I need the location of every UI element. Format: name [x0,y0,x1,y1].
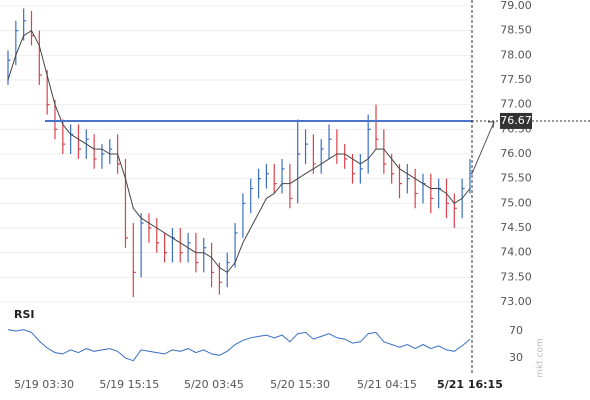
level-label-box [500,112,532,129]
watermark: mkt.com [536,338,546,378]
level-label: 76.67 [500,114,532,127]
y-tick-label: 76.00 [500,147,532,160]
rsi-label: RSI [14,308,35,321]
y-tick-label: 77.00 [500,98,532,111]
y-tick-label: 79.00 [500,0,532,12]
y-tick-label: 78.00 [500,48,532,61]
y-tick-label: 74.50 [500,221,532,234]
rsi-line [7,329,471,362]
y-tick-label: 73.50 [500,270,532,283]
x-tick-label: 5/20 03:45 [184,378,244,391]
rsi-tick-label: 70 [509,324,523,337]
y-tick-label: 75.00 [500,196,532,209]
y-tick-label: 78.50 [500,24,532,37]
x-tick-label: 5/19 15:15 [99,378,159,391]
rsi-tick-label: 30 [509,351,523,364]
y-tick-label: 77.50 [500,73,532,86]
x-tick-label: 5/19 03:30 [14,378,74,391]
y-tick-label: 74.00 [500,246,532,259]
moving-average [7,29,471,274]
x-tick-label: 5/21 04:15 [357,378,417,391]
arrow [471,121,495,174]
y-tick-label: 75.50 [500,172,532,185]
arrow-head [488,121,495,129]
y-tick-label: 73.00 [500,295,532,308]
x-tick-label: 5/20 15:30 [270,378,330,391]
x-tick-label: 5/21 16:15 [437,378,503,391]
